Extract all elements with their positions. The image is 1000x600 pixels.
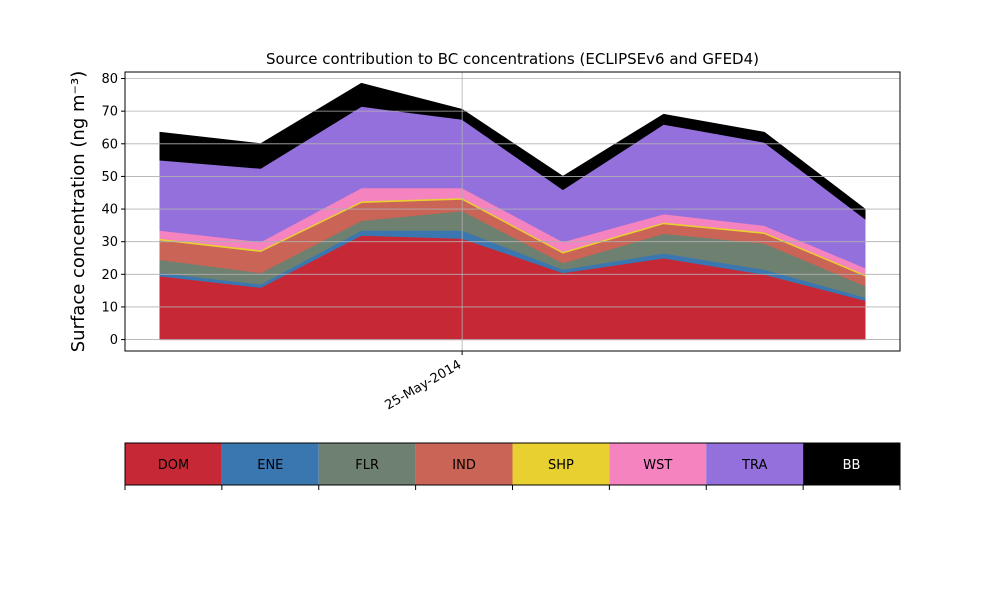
legend-label-tra: TRA — [741, 458, 767, 473]
legend-label-shp: SHP — [548, 458, 574, 473]
legend-swatch-dom — [125, 443, 222, 485]
legend-swatch-bb — [803, 443, 900, 485]
y-tick-label: 40 — [101, 203, 118, 218]
legend-swatch-shp — [512, 443, 610, 485]
legend-label-ene: ENE — [257, 458, 283, 473]
y-tick-label: 20 — [101, 268, 118, 283]
axes-frame — [124, 71, 901, 352]
legend-swatch-wst — [609, 443, 707, 485]
legend: DOM ENE FLR IND SHP WST TRA BB — [124, 442, 901, 490]
legend-swatch-ind — [415, 443, 513, 485]
legend-label-flr: FLR — [355, 458, 379, 473]
y-tick-label: 30 — [101, 235, 118, 250]
plot-area: 0 10 20 30 40 50 60 70 80 25-May-2014 — [101, 71, 901, 413]
legend-label-wst: WST — [643, 458, 672, 473]
y-tick-label: 80 — [101, 72, 118, 87]
y-axis-label: Surface concentration (ng m⁻³) — [68, 71, 89, 353]
y-tick-label: 60 — [101, 137, 118, 152]
chart-title: Source contribution to BC concentrations… — [266, 50, 759, 68]
y-tick-label: 50 — [101, 170, 118, 185]
legend-label-bb: BB — [843, 458, 861, 473]
legend-swatch-flr — [318, 443, 416, 485]
legend-swatch-ene — [221, 443, 319, 485]
area-bb — [159, 82, 866, 220]
x-tick-label: 25-May-2014 — [382, 357, 464, 413]
legend-label-dom: DOM — [158, 458, 189, 473]
y-tick-label: 10 — [101, 300, 118, 315]
y-tick-label: 0 — [110, 333, 118, 348]
legend-swatch-tra — [706, 443, 804, 485]
y-tick-label: 70 — [101, 105, 118, 120]
legend-label-ind: IND — [452, 458, 476, 473]
